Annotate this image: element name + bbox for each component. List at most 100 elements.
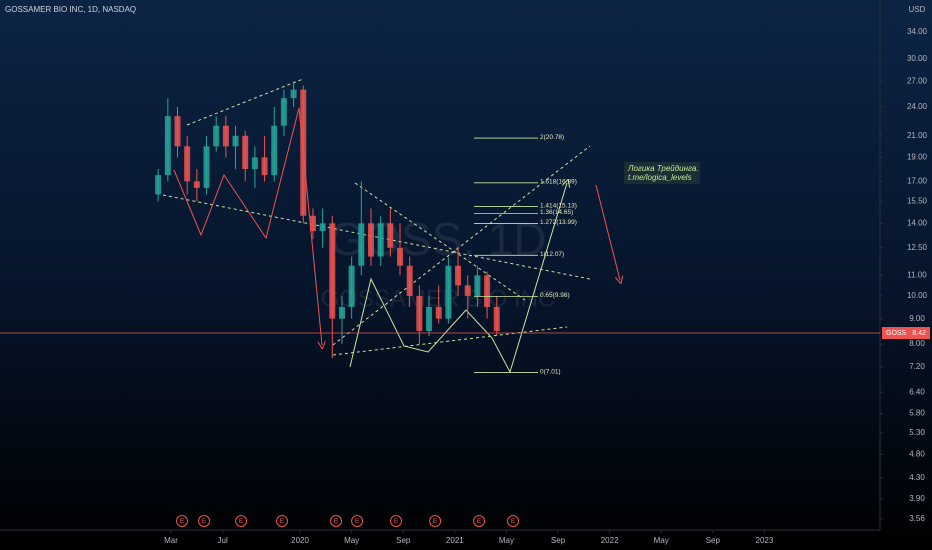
y-tick-label: 30.00 bbox=[907, 54, 928, 63]
earnings-marker bbox=[176, 515, 189, 527]
y-tick-label: 6.40 bbox=[909, 387, 925, 396]
candle-body bbox=[242, 135, 249, 170]
candle-body bbox=[416, 295, 423, 331]
y-tick-label: 8.00 bbox=[909, 339, 925, 348]
fib-label: 1.36(14.65) bbox=[540, 209, 573, 216]
y-tick-label: 19.00 bbox=[907, 153, 928, 162]
candle-body bbox=[464, 285, 471, 296]
y-tick-label: 27.00 bbox=[907, 77, 928, 86]
candle-body bbox=[203, 146, 210, 188]
earnings-marker bbox=[198, 515, 211, 527]
candle-body bbox=[445, 265, 452, 319]
x-tick-label: Mar bbox=[164, 536, 178, 545]
y-tick-label: 12.50 bbox=[907, 243, 928, 252]
earnings-label: E bbox=[394, 518, 399, 525]
y-tick-label: 4.80 bbox=[909, 449, 925, 458]
y-tick-label: 14.00 bbox=[907, 218, 928, 227]
candle-body bbox=[338, 306, 345, 319]
last-price-box bbox=[882, 327, 930, 340]
y-tick-label: 5.30 bbox=[909, 428, 925, 437]
candle-body bbox=[184, 146, 191, 182]
drawings bbox=[162, 78, 620, 374]
y-tick-label: 15.50 bbox=[907, 196, 928, 205]
candle-body bbox=[426, 306, 433, 331]
candle-body bbox=[406, 265, 413, 296]
last-price-label: 8.42 bbox=[912, 330, 926, 337]
x-tick-label: Sep bbox=[706, 536, 721, 545]
fib-label: 0(7.01) bbox=[540, 368, 561, 375]
y-tick-label: 4.30 bbox=[909, 473, 925, 482]
earnings-marker bbox=[473, 515, 486, 527]
y-tick-label: 9.00 bbox=[909, 314, 925, 323]
arrow bbox=[595, 184, 620, 280]
candle-body bbox=[493, 306, 500, 331]
candle-body bbox=[397, 247, 404, 266]
candle-body bbox=[474, 275, 481, 296]
candle-body bbox=[232, 135, 239, 147]
candle-body bbox=[300, 89, 307, 216]
earnings-label: E bbox=[280, 518, 285, 525]
earnings-marker bbox=[351, 515, 364, 527]
x-tick-label: May bbox=[654, 536, 669, 545]
earnings-marker bbox=[390, 515, 403, 527]
candle-body bbox=[164, 116, 171, 176]
earnings-label: E bbox=[334, 518, 339, 525]
annotation-box bbox=[624, 162, 700, 184]
x-tick-label: May bbox=[499, 536, 514, 545]
y-tick-label: 21.00 bbox=[907, 131, 928, 140]
candle-body bbox=[348, 265, 355, 307]
candle-body bbox=[435, 306, 442, 319]
candle-body bbox=[261, 157, 268, 176]
earnings-label: E bbox=[433, 518, 438, 525]
currency: USD bbox=[909, 5, 926, 14]
x-tick-label: Sep bbox=[396, 536, 411, 545]
y-tick-label: 24.00 bbox=[907, 102, 928, 111]
trendline bbox=[332, 145, 591, 346]
y-tick-label: 34.00 bbox=[907, 27, 928, 36]
earnings-label: E bbox=[239, 518, 244, 525]
candle-body bbox=[155, 175, 162, 195]
earnings-label: E bbox=[202, 518, 207, 525]
candle-body bbox=[387, 223, 394, 248]
candle-body bbox=[358, 223, 365, 266]
earnings-label: E bbox=[180, 518, 185, 525]
candle-body bbox=[329, 223, 336, 319]
candle-body bbox=[309, 215, 316, 232]
annotation: t.me/logica_levels bbox=[628, 173, 692, 182]
candle-body bbox=[484, 275, 491, 307]
x-tick-label: 2023 bbox=[756, 536, 774, 545]
earnings-label: E bbox=[355, 518, 360, 525]
candle-body bbox=[455, 265, 462, 286]
fib-label: 1.618(16.89) bbox=[540, 179, 577, 186]
zigzag bbox=[349, 183, 567, 374]
fib-label: 1(12.07) bbox=[540, 251, 564, 258]
earnings-marker bbox=[330, 515, 343, 527]
earnings-marker bbox=[275, 515, 288, 527]
candle-body bbox=[290, 89, 297, 99]
trendline bbox=[162, 194, 591, 280]
trendline bbox=[354, 182, 526, 301]
y-tick-label: 17.00 bbox=[907, 177, 928, 186]
trendline bbox=[186, 78, 304, 126]
fib-label: 2(20.78) bbox=[540, 134, 564, 141]
candle-body bbox=[280, 98, 287, 126]
annotation: Логика Трейдинга. bbox=[627, 164, 699, 173]
y-tick-label: 3.56 bbox=[909, 514, 925, 523]
x-tick-label: 2022 bbox=[601, 536, 619, 545]
candle-body bbox=[213, 125, 220, 147]
fib-label: 0.65(9.98) bbox=[540, 292, 570, 299]
candle-body bbox=[174, 116, 181, 147]
x-tick-label: 2020 bbox=[291, 536, 309, 545]
candle-body bbox=[251, 157, 258, 170]
x-tick-label: May bbox=[344, 536, 359, 545]
x-tick-label: 2021 bbox=[446, 536, 464, 545]
earnings-marker bbox=[429, 515, 442, 527]
earnings-marker bbox=[235, 515, 248, 527]
candle-body bbox=[222, 125, 229, 147]
x-tick-label: Sep bbox=[551, 536, 566, 545]
earnings-label: E bbox=[511, 518, 516, 525]
x-tick-label: Jul bbox=[218, 536, 228, 545]
candle-body bbox=[367, 223, 374, 257]
candle-body bbox=[377, 223, 384, 257]
